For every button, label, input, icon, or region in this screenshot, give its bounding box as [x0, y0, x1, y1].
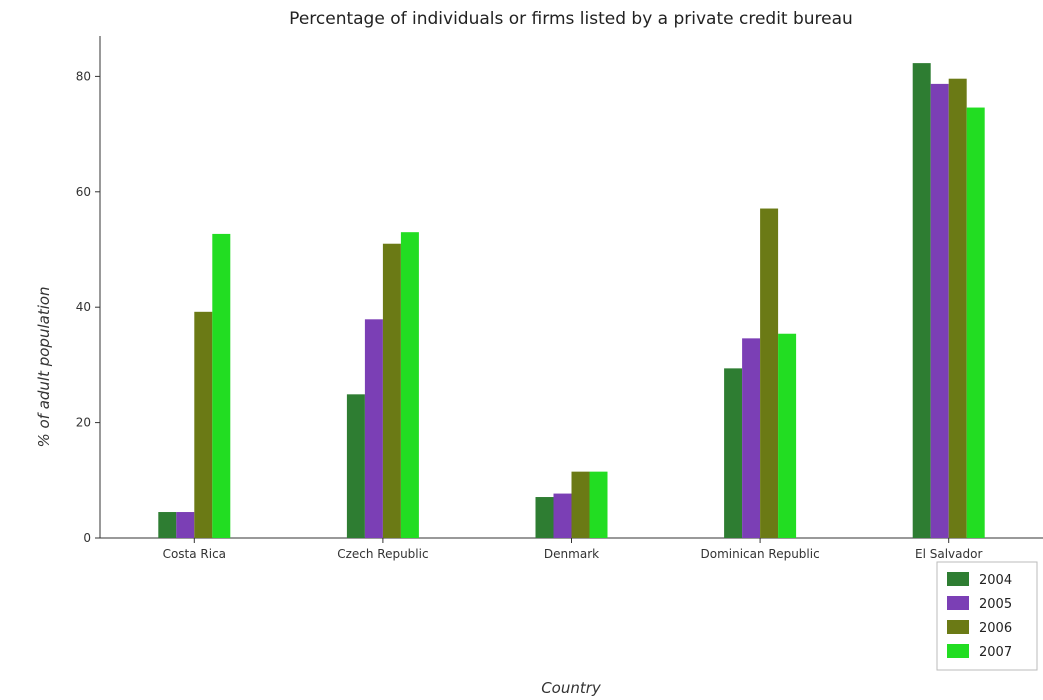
bar-2005-denmark [553, 493, 572, 538]
bar-2006-denmark [571, 471, 590, 538]
legend-swatch [947, 596, 969, 610]
y-tick-label: 0 [83, 531, 91, 545]
chart-title: Percentage of individuals or firms liste… [289, 9, 853, 29]
bar-2006-el-salvador [948, 78, 967, 538]
bar-2005-dominican-republic [742, 338, 761, 538]
y-tick-label: 60 [76, 185, 91, 199]
bar-2004-costa-rica [158, 512, 177, 538]
bar-2004-el-salvador [912, 63, 931, 539]
x-tick-label: El Salvador [915, 547, 982, 561]
bar-2007-costa-rica [212, 233, 231, 538]
bar-2005-costa-rica [176, 512, 195, 538]
bar-2007-el-salvador [966, 107, 985, 538]
bar-2005-el-salvador [930, 83, 949, 538]
legend-label: 2005 [979, 597, 1012, 612]
legend: 2004 2005 2006 2007 [936, 561, 1038, 671]
x-axis-label: Country [541, 679, 602, 697]
bar-2007-czech-republic [400, 232, 419, 539]
bar-2005-czech-republic [364, 319, 383, 538]
bar-2004-dominican-republic [724, 368, 743, 538]
bar-2006-czech-republic [382, 243, 401, 539]
y-axis-ticks: 0 20 40 60 80 [76, 69, 100, 545]
x-tick-label: Denmark [544, 547, 599, 561]
bar-2006-dominican-republic [760, 208, 779, 539]
x-tick-label: Costa Rica [163, 547, 226, 561]
bar-2007-dominican-republic [778, 333, 797, 538]
bar-2007-denmark [589, 471, 608, 538]
x-axis-ticks: Costa Rica Czech Republic Denmark Dominican… [163, 538, 982, 561]
legend-swatch [947, 620, 969, 634]
legend-label: 2007 [979, 645, 1012, 660]
y-tick-label: 40 [76, 300, 91, 314]
legend-label: 2004 [979, 573, 1012, 588]
y-tick-label: 20 [76, 416, 91, 430]
x-tick-label: Czech Republic [337, 547, 428, 561]
y-axis-label: % of adult population [35, 286, 53, 447]
legend-swatch [947, 644, 969, 658]
legend-swatch [947, 572, 969, 586]
plot-area [99, 36, 1043, 539]
y-tick-label: 80 [76, 69, 91, 83]
legend-label: 2006 [979, 621, 1012, 636]
x-tick-label: Dominican Republic [700, 547, 819, 561]
bar-2004-czech-republic [346, 394, 365, 538]
bar-2006-costa-rica [194, 311, 213, 538]
bar-2004-denmark [535, 497, 554, 538]
